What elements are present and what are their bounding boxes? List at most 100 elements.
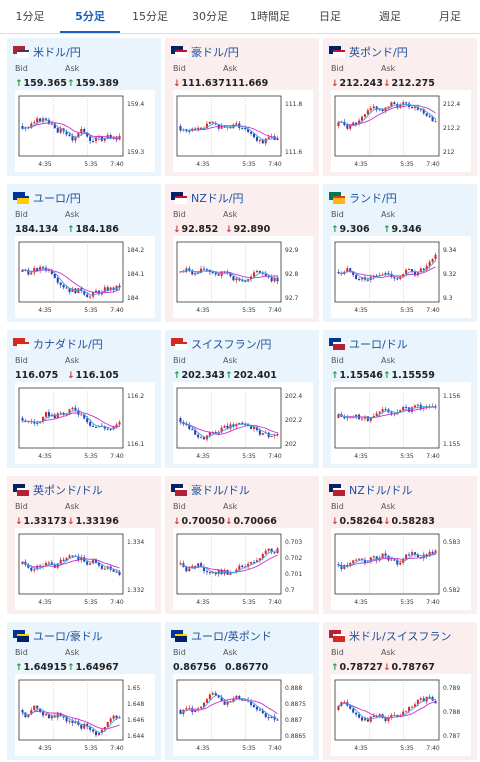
chart-svg: 159.4 159.3 4:35 5:35 7:40 <box>15 90 155 172</box>
currency-card[interactable]: 豪ドル/円 Bid Ask ↓111.637 111.669 111.8 111.6 4:35… <box>165 38 319 176</box>
bid-number: 116.075 <box>15 369 59 381</box>
card-title: ユーロ/円 <box>13 188 153 208</box>
candle <box>103 726 106 730</box>
pair-name-link[interactable]: 豪ドル/円 <box>191 46 239 59</box>
tab-1分足[interactable]: 1分足 <box>15 10 45 23</box>
pair-name-link[interactable]: ユーロ/円 <box>33 192 81 205</box>
candle <box>337 564 340 565</box>
currency-card[interactable]: ユーロ/円 Bid Ask 184.134 ↑184.186 184.2 184.1 184 4… <box>7 184 161 322</box>
mini-chart[interactable]: 212.4 212.2 212 4:35 5:35 7:40 <box>331 90 471 172</box>
candle <box>252 272 256 277</box>
bid-ask-values: ↑1.15546 ↑1.15559 <box>331 368 469 382</box>
currency-card[interactable]: ユーロ/英ポンド Bid Ask 0.86756 0.86770 0.888 0.8875 0… <box>165 622 319 760</box>
pair-name-link[interactable]: 英ポンド/ドル <box>33 484 103 497</box>
tab-5分足[interactable]: 5分足 <box>60 0 120 33</box>
mini-chart[interactable]: 111.8 111.6 4:35 5:35 7:40 <box>173 90 313 172</box>
card-title: 米ドル/円 <box>13 42 153 62</box>
x-tick-label: 7:40 <box>426 599 440 606</box>
candle <box>247 563 250 567</box>
candle <box>238 565 241 570</box>
candle <box>118 285 121 288</box>
candle <box>428 115 431 117</box>
tab-1時間足[interactable]: 1時間足 <box>250 10 290 23</box>
candle <box>378 109 381 111</box>
candle <box>109 718 112 723</box>
bid-ask-values: ↓0.70050 ↓0.70066 <box>173 514 311 528</box>
candle <box>188 424 191 430</box>
card-title: ランド/円 <box>329 188 469 208</box>
pair-name-link[interactable]: 米ドル/スイスフラン <box>349 630 452 643</box>
bid-ask-labels: Bid Ask <box>15 64 153 76</box>
currency-card[interactable]: NZドル/円 Bid Ask ↓92.852 ↓92.890 92.9 92.8 92.7 4:… <box>165 184 319 322</box>
tab-15分足[interactable]: 15分足 <box>132 10 168 23</box>
pair-name-link[interactable]: ランド/円 <box>349 192 397 205</box>
mini-chart[interactable]: 1.156 1.155 4:35 5:35 7:40 <box>331 382 471 464</box>
candle <box>185 566 188 572</box>
bid-ask-values: ↑9.306 ↑9.346 <box>331 222 469 236</box>
mini-chart[interactable]: 1.334 1.332 4:35 5:35 7:40 <box>15 528 155 610</box>
candle <box>264 273 267 276</box>
candle <box>115 571 118 573</box>
flag-icon <box>13 46 29 58</box>
currency-card[interactable]: 英ポンド/ドル Bid Ask ↓1.33173 ↓1.33196 1.334 1.332 4… <box>7 476 161 614</box>
bid-number: 92.852 <box>181 223 219 235</box>
bid-ask-values: ↑0.78727 ↓0.78767 <box>331 660 469 674</box>
candle <box>59 128 62 133</box>
arrow-up-icon: ↑ <box>383 224 391 235</box>
currency-card[interactable]: 英ポンド/円 Bid Ask ↓212.243 ↓212.275 212.4 212.2 21… <box>323 38 477 176</box>
pair-name-link[interactable]: 英ポンド/円 <box>349 46 408 59</box>
candle <box>94 290 98 293</box>
currency-card[interactable]: ランド/円 Bid Ask ↑9.306 ↑9.346 9.34 9.32 9.3 4:35 5:… <box>323 184 477 322</box>
tab-日足[interactable]: 日足 <box>319 10 341 23</box>
pair-name-link[interactable]: 豪ドル/ドル <box>191 484 250 497</box>
pair-name-link[interactable]: スイスフラン/円 <box>191 338 272 351</box>
candle <box>36 565 39 570</box>
currency-card[interactable]: ユーロ/ドル Bid Ask ↑1.15546 ↑1.15559 1.156 1.155 4:… <box>323 330 477 468</box>
pair-name-link[interactable]: ユーロ/英ポンド <box>191 630 272 643</box>
mini-chart[interactable]: 159.4 159.3 4:35 5:35 7:40 <box>15 90 155 172</box>
currency-card[interactable]: カナダドル/円 Bid Ask 116.075 ↓116.105 116.2 116.1 4:… <box>7 330 161 468</box>
candle <box>232 424 235 427</box>
pair-name-link[interactable]: ユーロ/豪ドル <box>33 630 103 643</box>
mini-chart[interactable]: 116.2 116.1 4:35 5:35 7:40 <box>15 382 155 464</box>
candle <box>27 269 30 275</box>
chart-bg <box>173 236 313 318</box>
mini-chart[interactable]: 1.65 1.648 1.646 1.644 4:35 5:35 7:40 <box>15 674 155 756</box>
bid-label: Bid <box>173 356 186 365</box>
mini-chart[interactable]: 184.2 184.1 184 4:35 5:35 7:40 <box>15 236 155 318</box>
flag-icon <box>13 484 29 496</box>
candle <box>30 710 33 715</box>
ask-value: ↑159.389 <box>67 78 119 89</box>
tab-月足[interactable]: 月足 <box>439 10 461 23</box>
candle <box>77 556 80 561</box>
candle <box>202 567 206 572</box>
mini-chart[interactable]: 92.9 92.8 92.7 4:35 5:35 7:40 <box>173 236 313 318</box>
candle <box>200 437 203 439</box>
tab-30分足[interactable]: 30分足 <box>192 10 228 23</box>
mini-chart[interactable]: 0.789 0.788 0.787 4:35 5:35 7:40 <box>331 674 471 756</box>
pair-name-link[interactable]: NZドル/円 <box>191 192 244 205</box>
mini-chart[interactable]: 0.703 0.702 0.701 0.7 4:35 5:35 7:40 <box>173 528 313 610</box>
currency-card[interactable]: スイスフラン/円 Bid Ask ↑202.343 ↑202.401 202.4 202.2… <box>165 330 319 468</box>
candle <box>346 565 349 567</box>
currency-card[interactable]: 豪ドル/ドル Bid Ask ↓0.70050 ↓0.70066 0.703 0.702 0.… <box>165 476 319 614</box>
candle <box>205 123 208 128</box>
pair-name-link[interactable]: カナダドル/円 <box>33 338 103 351</box>
x-tick-label: 5:35 <box>400 599 414 606</box>
currency-card[interactable]: 米ドル/スイスフラン Bid Ask ↑0.78727 ↓0.78767 0.789 0.7… <box>323 622 477 760</box>
tab-週足[interactable]: 週足 <box>379 10 401 23</box>
currency-card[interactable]: 米ドル/円 Bid Ask ↑159.365 ↑159.389 159.4 159.3 4:3… <box>7 38 161 176</box>
candle <box>413 405 416 408</box>
candle <box>191 429 194 431</box>
currency-card[interactable]: ユーロ/豪ドル Bid Ask ↑1.64915 ↑1.64967 1.65 1.648 1.… <box>7 622 161 760</box>
pair-name-link[interactable]: NZドル/ドル <box>349 484 413 497</box>
mini-chart[interactable]: 9.34 9.32 9.3 4:35 5:35 7:40 <box>331 236 471 318</box>
pair-name-link[interactable]: 米ドル/円 <box>33 46 81 59</box>
mini-chart[interactable]: 0.583 0.582 4:35 5:35 7:40 <box>331 528 471 610</box>
pair-name-link[interactable]: ユーロ/ドル <box>349 338 408 351</box>
y-tick-label: 1.332 <box>127 587 144 594</box>
currency-card[interactable]: NZドル/ドル Bid Ask ↓0.58264 ↓0.58283 0.583 0.582 4… <box>323 476 477 614</box>
candle <box>366 718 369 722</box>
mini-chart[interactable]: 202.4 202.2 202 4:35 5:35 7:40 <box>173 382 313 464</box>
mini-chart[interactable]: 0.888 0.8875 0.887 0.8865 4:35 5:35 7:40 <box>173 674 313 756</box>
